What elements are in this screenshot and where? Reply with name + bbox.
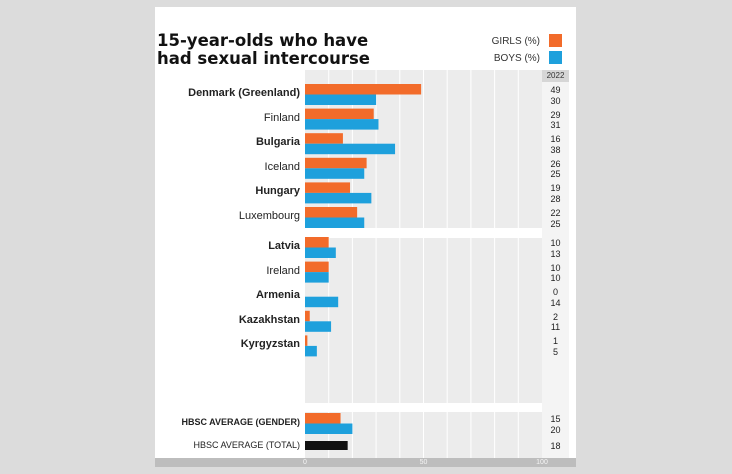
value-girls-denmark-greenland: 49 — [550, 85, 561, 95]
value-boys-ireland: 10 — [550, 273, 561, 284]
category-label-denmark-greenland: Denmark (Greenland) — [188, 87, 300, 99]
bar-boys-hbsc-average-gender — [305, 423, 353, 434]
category-label-kazakhstan: Kazakhstan — [238, 313, 300, 326]
value-girls-iceland: 26 — [550, 158, 561, 169]
bar-girls-hungary — [305, 182, 351, 193]
legend-boys-swatch — [549, 51, 562, 64]
bar-girls-denmark-greenland — [305, 84, 422, 95]
value-boys-iceland: 25 — [550, 169, 561, 180]
category-label-latvia: Latvia — [268, 240, 300, 252]
chart-title: 15-year-olds who have had sexual interco… — [157, 31, 371, 68]
value-girls-hbsc-average-gender: 15 — [550, 414, 561, 424]
value-girls-finland: 29 — [550, 109, 561, 120]
value-girls-kazakhstan: 2 — [552, 311, 558, 322]
bar-girls-kyrgyzstan — [305, 335, 308, 346]
value-girls-armenia: 0 — [552, 287, 558, 298]
bar-girls-bulgaria — [305, 133, 343, 144]
value-boys-luxembourg: 25 — [550, 218, 561, 229]
values-column — [542, 70, 569, 458]
category-label-finland: Finland — [263, 111, 300, 124]
bar-boys-kazakhstan — [305, 321, 332, 332]
bar-boys-kyrgyzstan — [305, 345, 317, 357]
bar-girls-iceland — [305, 157, 367, 169]
x-tick-0: 0 — [303, 459, 307, 466]
value-hbsc-average-total: 18 — [550, 441, 561, 451]
legend-boys-label: BOYS (%) — [493, 53, 540, 64]
bar-boys-luxembourg — [305, 217, 365, 228]
value-boys-latvia: 13 — [550, 248, 561, 259]
value-girls-hungary: 19 — [550, 183, 561, 194]
bar-girls-latvia — [305, 237, 329, 248]
x-tick-100: 100 — [536, 459, 548, 466]
category-label-luxembourg: Luxembourg — [238, 210, 300, 222]
category-label-ireland: Ireland — [266, 264, 300, 277]
bar-girls-hbsc-average-gender — [305, 413, 341, 424]
category-label-bulgaria: Bulgaria — [255, 136, 300, 149]
category-label-hbsc-average-total: HBSC AVERAGE (TOTAL) — [193, 440, 300, 450]
value-girls-bulgaria: 16 — [550, 134, 561, 145]
value-girls-ireland: 10 — [550, 262, 561, 273]
bar-boys-ireland — [305, 272, 329, 283]
value-girls-luxembourg: 22 — [550, 208, 561, 218]
value-boys-finland: 31 — [550, 120, 561, 131]
legend-girls-swatch — [549, 34, 562, 47]
bar-girls-ireland — [305, 261, 329, 273]
legend-girls-label: GIRLS (%) — [491, 36, 540, 47]
x-tick-50: 50 — [419, 459, 428, 466]
bar-girls-kazakhstan — [305, 310, 310, 322]
bar-boys-iceland — [305, 168, 365, 179]
value-boys-kyrgyzstan: 5 — [552, 346, 558, 357]
category-label-armenia: Armenia — [255, 289, 300, 302]
value-boys-bulgaria: 38 — [550, 144, 561, 155]
x-axis-strip — [155, 458, 576, 467]
value-boys-denmark-greenland: 30 — [550, 95, 561, 106]
value-boys-hbsc-average-gender: 20 — [550, 424, 561, 435]
value-girls-kyrgyzstan: 1 — [552, 336, 558, 347]
bar-boys-armenia — [305, 296, 339, 308]
bar-boys-denmark-greenland — [305, 94, 377, 105]
bar-hbsc-average-total — [305, 441, 348, 450]
value-boys-armenia: 14 — [550, 297, 561, 308]
bar-girls-finland — [305, 108, 374, 120]
bar-boys-bulgaria — [305, 143, 396, 155]
bar-girls-luxembourg — [305, 207, 358, 218]
value-boys-kazakhstan: 11 — [550, 322, 561, 333]
bar-boys-latvia — [305, 247, 336, 258]
category-label-kyrgyzstan: Kyrgyzstan — [240, 338, 300, 351]
category-label-hbsc-average-gender: HBSC AVERAGE (GENDER) — [181, 417, 300, 427]
category-label-iceland: Iceland — [264, 160, 300, 173]
category-label-hungary: Hungary — [255, 185, 300, 198]
bar-boys-finland — [305, 119, 379, 130]
year-label: 2022 — [542, 70, 569, 82]
bar-boys-hungary — [305, 192, 372, 204]
value-boys-hungary: 28 — [550, 193, 561, 204]
value-girls-latvia: 10 — [550, 238, 561, 248]
